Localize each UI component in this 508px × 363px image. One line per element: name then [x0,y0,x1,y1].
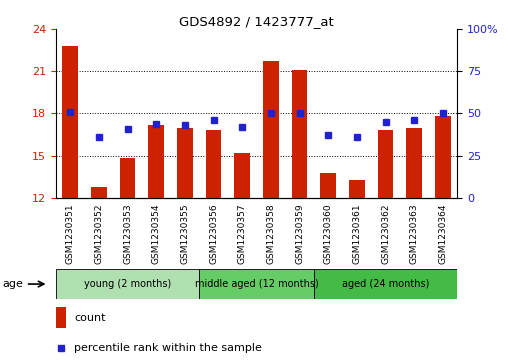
Bar [56,307,66,329]
Text: GSM1230358: GSM1230358 [266,203,275,264]
Text: GSM1230356: GSM1230356 [209,203,218,264]
FancyBboxPatch shape [314,269,457,299]
Bar [120,158,136,198]
Bar [206,130,221,198]
Bar [91,187,107,198]
Text: GSM1230352: GSM1230352 [94,203,104,264]
Text: GSM1230355: GSM1230355 [180,203,189,264]
Text: age: age [3,279,23,289]
Text: count: count [74,313,106,323]
Text: GSM1230359: GSM1230359 [295,203,304,264]
Title: GDS4892 / 1423777_at: GDS4892 / 1423777_at [179,15,334,28]
Text: middle aged (12 months): middle aged (12 months) [195,279,319,289]
Bar [263,61,279,198]
Text: GSM1230361: GSM1230361 [353,203,361,264]
Text: GSM1230353: GSM1230353 [123,203,132,264]
Bar [349,180,365,198]
Bar [321,172,336,198]
Text: aged (24 months): aged (24 months) [342,279,429,289]
Text: GSM1230363: GSM1230363 [409,203,419,264]
FancyBboxPatch shape [56,269,199,299]
Bar [406,127,422,198]
Bar [292,70,307,198]
Text: GSM1230364: GSM1230364 [438,203,448,264]
Bar [177,127,193,198]
Text: GSM1230354: GSM1230354 [152,203,161,264]
FancyBboxPatch shape [199,269,314,299]
Text: GSM1230351: GSM1230351 [66,203,75,264]
Bar [148,125,164,198]
Bar [435,116,451,198]
Text: percentile rank within the sample: percentile rank within the sample [74,343,262,353]
Bar [234,153,250,198]
Text: young (2 months): young (2 months) [84,279,171,289]
Text: GSM1230360: GSM1230360 [324,203,333,264]
Bar [377,130,393,198]
Bar [62,46,78,198]
Text: GSM1230357: GSM1230357 [238,203,247,264]
Text: GSM1230362: GSM1230362 [381,203,390,264]
